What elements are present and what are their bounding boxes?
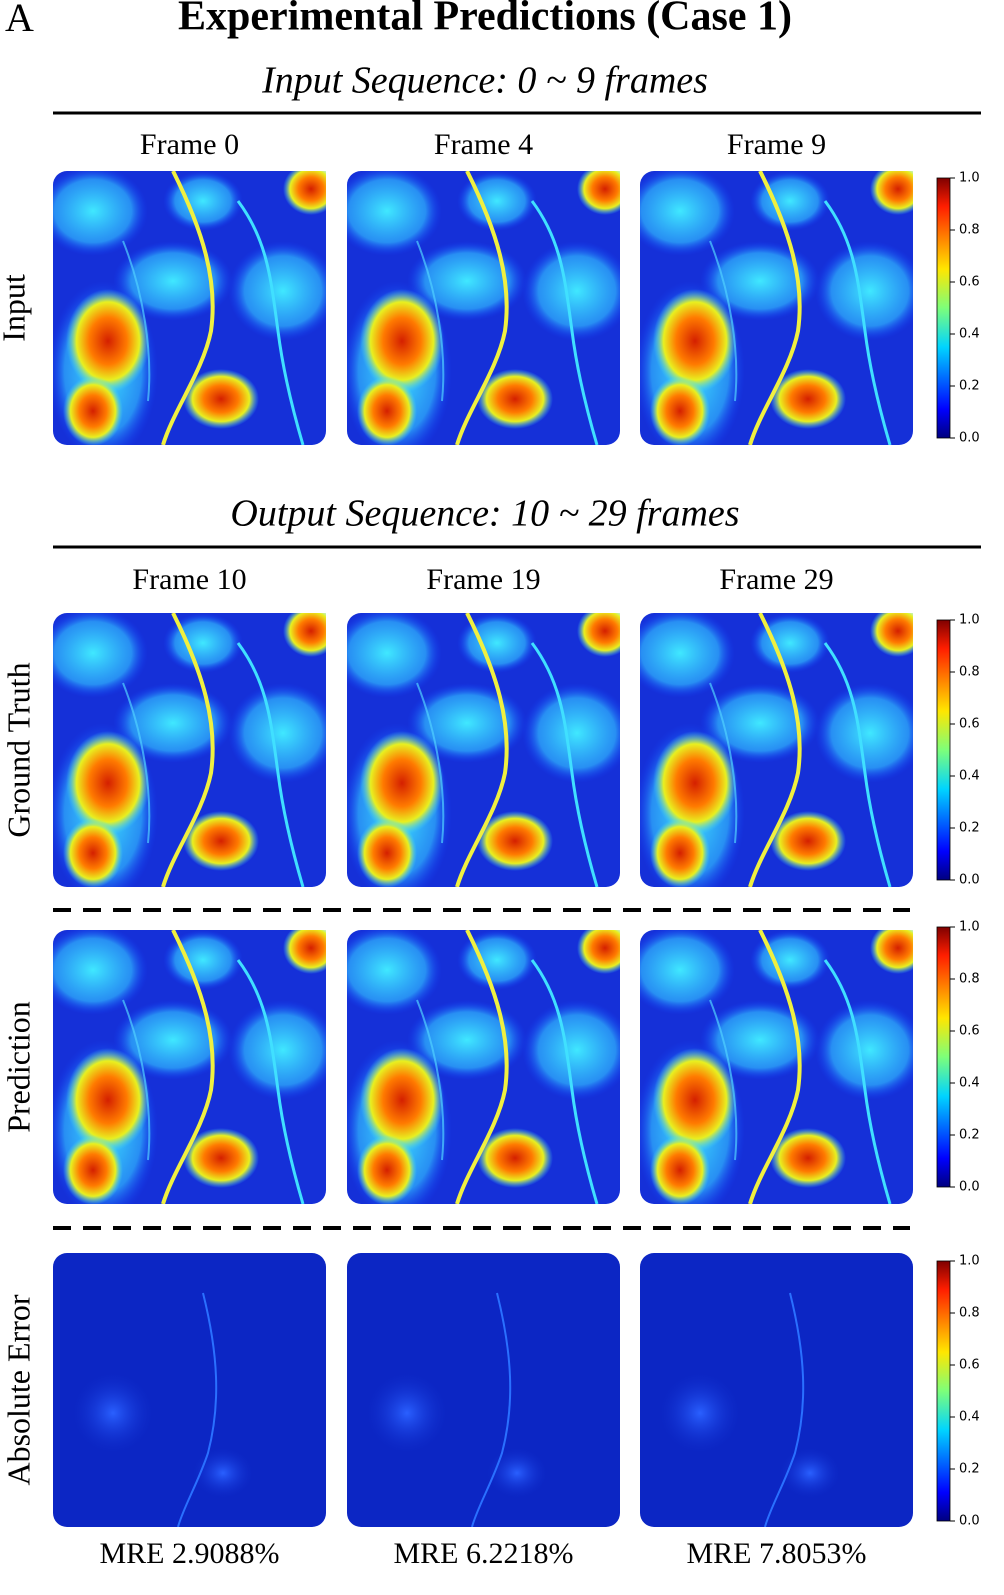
frame-label: Frame 4 (434, 128, 533, 161)
figure-title: Experimental Predictions (Case 1) (178, 0, 792, 40)
colorbar-tick-label: 0.2 (959, 1128, 980, 1143)
heatmap-image (53, 171, 326, 445)
colorbar-gradient (936, 177, 951, 439)
mre-label: MRE 6.2218% (394, 1537, 574, 1570)
colorbar-tick-label: 0.0 (959, 1180, 980, 1195)
heatmap-image (640, 1253, 913, 1527)
colorbar-tick-label: 0.0 (959, 431, 980, 446)
section-header: Input Sequence: 0 ~ 9 frames (261, 60, 708, 102)
heatmap-image (347, 930, 620, 1204)
heatmap-image (347, 171, 620, 445)
colorbar-tick-label: 0.6 (959, 275, 980, 290)
colorbar-tick-label: 1.0 (959, 920, 980, 935)
row-label: Ground Truth (0, 662, 36, 837)
colorbar-gradient (936, 926, 951, 1188)
heatmap-image (640, 930, 913, 1204)
colorbar-tick-label: 0.4 (959, 769, 980, 784)
row-label: Prediction (0, 1001, 36, 1133)
heatmap-image (347, 1253, 620, 1527)
colorbar-tick-label: 0.4 (959, 1076, 980, 1091)
colorbar-tick-label: 0.8 (959, 223, 980, 238)
heatmap-image (53, 1253, 326, 1527)
colorbar-tick-label: 0.0 (959, 1514, 980, 1529)
colorbar-tick-label: 0.6 (959, 1358, 980, 1373)
frame-label: Frame 0 (140, 128, 239, 161)
colorbar-gradient (936, 619, 951, 881)
colorbar-tick-label: 0.2 (959, 1462, 980, 1477)
mre-label: MRE 2.9088% (100, 1537, 280, 1570)
section-header: Output Sequence: 10 ~ 29 frames (230, 493, 739, 535)
colorbar-tick-label: 0.6 (959, 1024, 980, 1039)
heatmap-image (53, 930, 326, 1204)
colorbar-gradient (936, 1260, 951, 1522)
row-label: Input (0, 274, 31, 342)
colorbar: 0.0 0.2 0.4 0.6 0.8 1.0 (936, 171, 980, 446)
colorbar-tick-label: 0.8 (959, 1306, 980, 1321)
row-label: Absolute Error (0, 1294, 36, 1485)
panel-label: A (5, 0, 34, 40)
colorbar-tick-label: 1.0 (959, 171, 980, 186)
heatmap-image (640, 171, 913, 445)
mre-label: MRE 7.8053% (687, 1537, 867, 1570)
colorbar-tick-label: 0.4 (959, 327, 980, 342)
heatmap-image (640, 613, 913, 887)
frame-label: Frame 10 (132, 563, 246, 596)
colorbar-tick-label: 0.8 (959, 665, 980, 680)
heatmap-image (347, 613, 620, 887)
colorbar: 0.0 0.2 0.4 0.6 0.8 1.0 (936, 920, 980, 1195)
colorbar-tick-label: 0.0 (959, 873, 980, 888)
frame-label: Frame 19 (426, 563, 540, 596)
colorbar: 0.0 0.2 0.4 0.6 0.8 1.0 (936, 613, 980, 888)
colorbar-tick-label: 0.4 (959, 1410, 980, 1425)
colorbar-tick-label: 0.2 (959, 821, 980, 836)
colorbar-tick-label: 0.2 (959, 379, 980, 394)
frame-label: Frame 29 (719, 563, 833, 596)
colorbar: 0.0 0.2 0.4 0.6 0.8 1.0 (936, 1254, 980, 1529)
colorbar-tick-label: 1.0 (959, 1254, 980, 1269)
frame-label: Frame 9 (727, 128, 826, 161)
colorbar-tick-label: 0.8 (959, 972, 980, 987)
colorbar-tick-label: 0.6 (959, 717, 980, 732)
heatmap-image (53, 613, 326, 887)
colorbar-tick-label: 1.0 (959, 613, 980, 628)
